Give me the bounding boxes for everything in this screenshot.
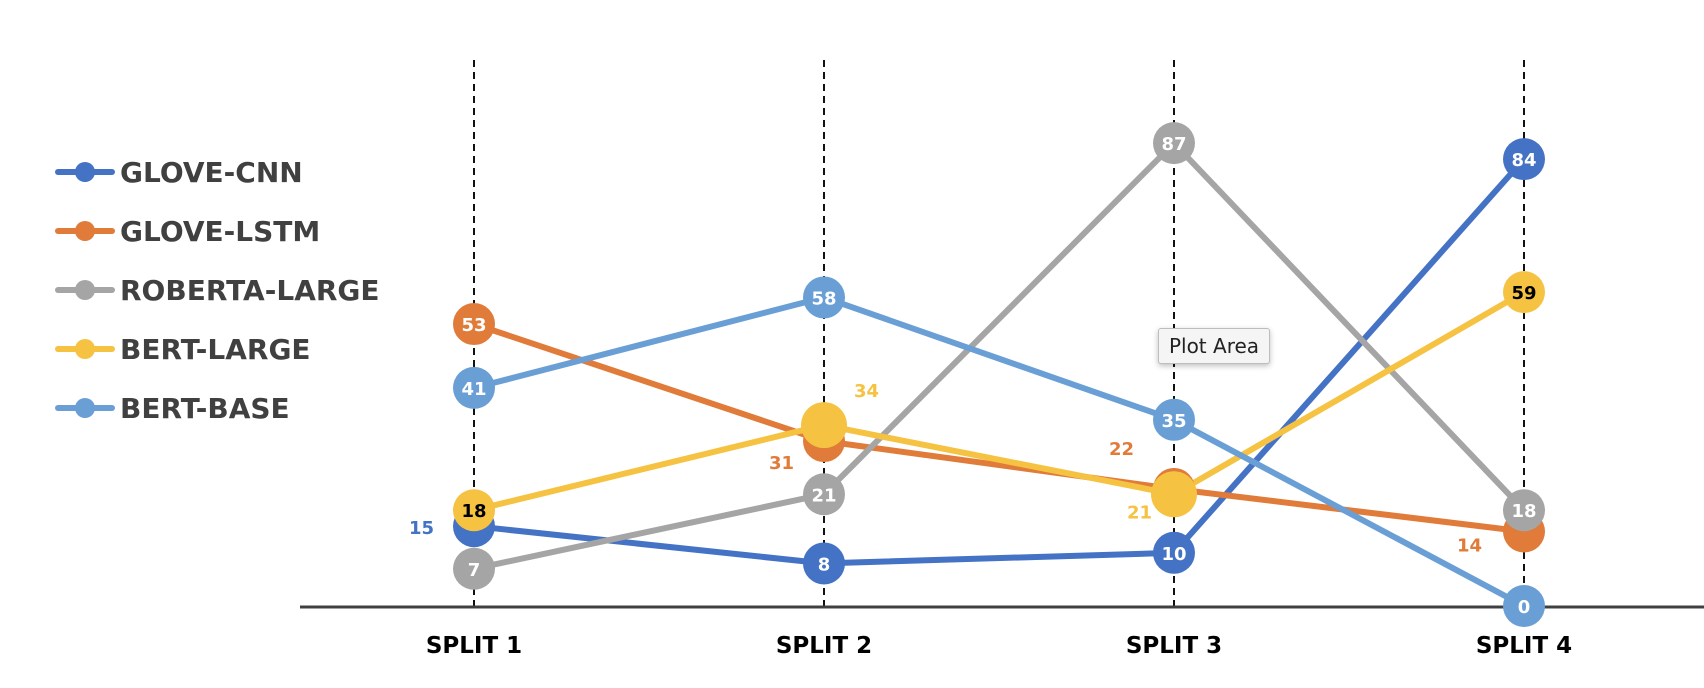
data-label: 21 [1127,502,1152,523]
marker-roberta-large [803,473,845,516]
marker-glove-cnn [1503,138,1545,181]
marker-bert-large [1503,271,1545,314]
legend-label: BERT-BASE [120,392,290,425]
data-label: 10 [1161,544,1186,565]
marker-bert-large [801,402,847,449]
marker-roberta-large [453,547,495,590]
data-label: 0 [1518,597,1531,618]
marker-bert-base [453,366,495,409]
legend-label: BERT-LARGE [120,333,311,366]
category-labels: SPLIT 1 SPLIT 2 SPLIT 3 SPLIT 4 [426,633,1572,659]
series-line-roberta-large [471,140,1527,572]
data-label: 7 [468,560,481,581]
data-label: 87 [1161,134,1186,155]
legend-marker [75,280,95,300]
series-line-bert-base [471,294,1527,609]
data-label: 21 [811,485,836,506]
legend-label: ROBERTA-LARGE [120,274,380,307]
series-markers: 15 8 10 84 53 31 22 14 7 21 87 18 18 34 21 59 41 58 35 0 [409,122,1545,627]
category-label: SPLIT 1 [426,633,522,659]
marker-roberta-large [1503,489,1545,532]
legend-marker [75,339,95,359]
legend-marker [75,162,95,182]
data-label: 84 [1511,150,1536,171]
category-label: SPLIT 4 [1476,633,1572,659]
category-label: SPLIT 2 [776,633,872,659]
legend-marker [75,221,95,241]
data-label: 18 [1511,501,1536,522]
marker-bert-large [1151,471,1197,518]
series-line-glove-cnn [471,156,1527,567]
data-label: 8 [818,554,831,575]
marker-bert-base [1503,585,1545,627]
series-line-bert-large [471,289,1527,514]
marker-bert-base [1153,398,1195,441]
data-label: 59 [1511,283,1536,304]
marker-glove-lstm [453,303,495,346]
plot-area-tooltip: Plot Area [1158,328,1270,364]
series-line-glove-lstm [471,321,1527,535]
data-label: 53 [461,315,486,336]
series-lines [471,140,1527,609]
data-label: 41 [461,379,486,400]
legend-label: GLOVE-CNN [120,156,303,189]
data-label: 34 [854,381,879,402]
marker-bert-base [803,276,845,319]
marker-roberta-large [1153,122,1195,165]
legend-marker [75,398,95,418]
marker-bert-large [453,489,495,532]
marker-glove-cnn [803,542,845,585]
data-label: 35 [1161,411,1186,432]
data-label: 14 [1457,536,1482,557]
data-label: 58 [811,288,836,309]
data-label: 18 [461,501,486,522]
data-label: 22 [1109,439,1134,460]
legend-label: GLOVE-LSTM [120,215,320,248]
marker-glove-cnn [1153,531,1195,574]
data-label: 15 [409,518,434,539]
category-label: SPLIT 3 [1126,633,1222,659]
legend: GLOVE-CNN GLOVE-LSTM ROBERTA-LARGE BERT-LAR… [55,156,380,425]
data-label: 31 [769,453,794,474]
